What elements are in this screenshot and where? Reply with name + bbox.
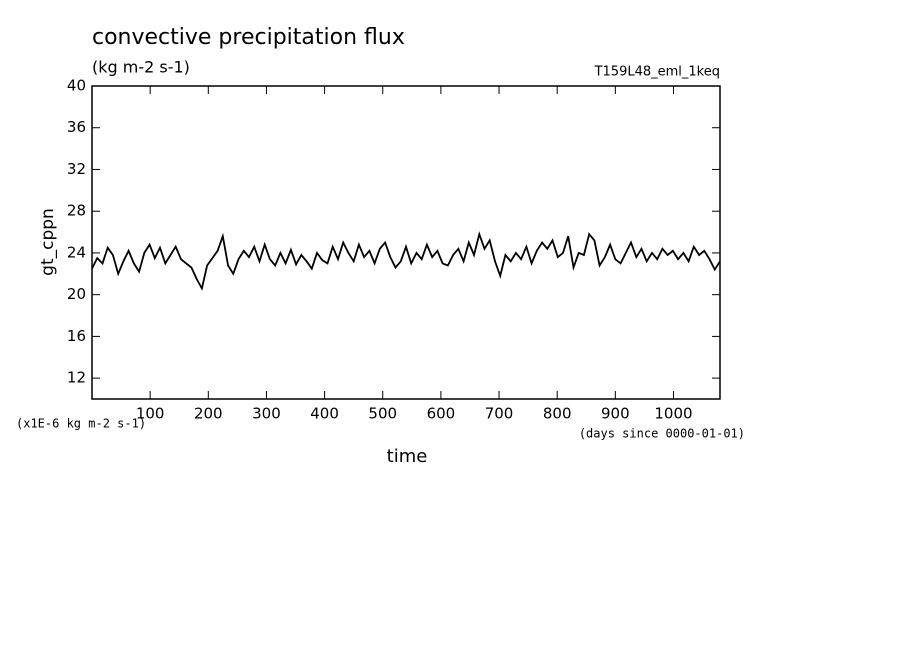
x-tick-label: 1000 (654, 405, 692, 423)
x-tick-label: 500 (368, 405, 397, 423)
y-tick-label: 12 (67, 369, 86, 387)
y-tick-label: 20 (67, 285, 86, 303)
y-axis-label: gt_cppn (38, 208, 58, 276)
x-axis-label: time (387, 446, 428, 467)
x-tick-label: 300 (252, 405, 281, 423)
y-tick-label: 24 (67, 243, 86, 261)
x-tick-label: 800 (543, 405, 572, 423)
y-tick-label: 16 (67, 327, 86, 345)
y-units: (x1E-6 kg m-2 s-1) (16, 417, 146, 431)
x-tick-label: 400 (310, 405, 339, 423)
chart-subtitle: (kg m-2 s-1) (92, 58, 190, 77)
x-tick-label: 100 (136, 405, 165, 423)
y-tick-label: 36 (67, 118, 86, 136)
chart-title: convective precipitation flux (92, 25, 405, 50)
y-tick-label: 32 (67, 160, 86, 178)
x-tick-label: 200 (194, 405, 223, 423)
x-tick-label: 600 (427, 405, 456, 423)
data-line (91, 231, 721, 291)
x-units: (days since 0000-01-01) (579, 427, 745, 441)
plot-frame (91, 85, 721, 400)
y-tick-label: 40 (67, 77, 86, 95)
x-tick-label: 900 (601, 405, 630, 423)
run-label: T159L48_eml_1keq (594, 65, 720, 80)
x-tick-label: 700 (485, 405, 514, 423)
y-tick-label: 28 (67, 202, 86, 220)
